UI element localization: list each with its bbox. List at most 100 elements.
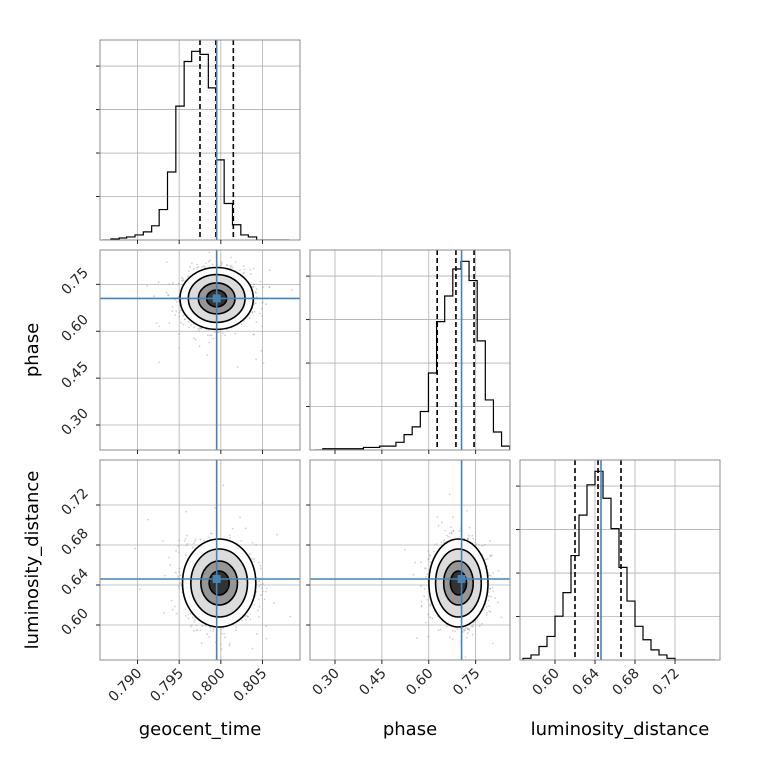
scatter-point [167, 294, 170, 297]
scatter-point [488, 605, 491, 608]
scatter-point [228, 642, 231, 645]
scatter-point [224, 636, 226, 639]
scatter-point [466, 509, 468, 512]
scatter-point [276, 533, 278, 536]
scatter-point [184, 614, 187, 617]
scatter-point [452, 529, 455, 532]
scatter-point [265, 625, 268, 628]
scatter-point [178, 570, 181, 573]
scatter-point [171, 306, 174, 308]
scatter-point [482, 608, 485, 611]
scatter-point [249, 618, 252, 621]
scatter-point [178, 347, 181, 350]
scatter-point [171, 608, 174, 611]
scatter-point [234, 629, 237, 632]
scatter-point [454, 630, 456, 632]
scatter-point [177, 545, 180, 548]
scatter-point [175, 310, 178, 313]
scatter-point [178, 315, 181, 318]
scatter-point [234, 261, 237, 263]
scatter-point [450, 532, 453, 535]
scatter-point [199, 629, 202, 632]
scatter-point [221, 263, 223, 265]
scatter-point [258, 561, 260, 564]
scatter-point [261, 502, 264, 504]
scatter-point [230, 264, 233, 267]
scatter-point [249, 269, 252, 271]
scatter-point [254, 291, 257, 293]
scatter-point [489, 574, 492, 577]
scatter-point [225, 686, 227, 688]
scatter-point [243, 271, 246, 274]
scatter-point [168, 556, 170, 559]
scatter-point [187, 617, 190, 620]
scatter-point [428, 558, 430, 560]
scatter-point [494, 597, 496, 599]
scatter-point [487, 571, 490, 574]
truth-marker [212, 294, 221, 303]
y-tick-label: 0.72 [58, 485, 91, 518]
axis-titles: geocent_time phase luminosity_distance p… [22, 323, 709, 740]
scatter-content [310, 460, 510, 672]
scatter-point [464, 627, 467, 630]
scatter-point [174, 314, 177, 316]
scatter-point [429, 555, 431, 557]
scatter-point [228, 644, 231, 647]
scatter-point [478, 625, 481, 628]
histogram-step [522, 470, 715, 660]
scatter-point [193, 619, 196, 621]
scatter-point [481, 545, 484, 547]
scatter-point [175, 300, 178, 303]
scatter-point [177, 575, 180, 578]
panel-frame [99, 459, 301, 661]
scatter-point [245, 619, 247, 621]
scatter-point [192, 268, 195, 270]
scatter-point [268, 269, 271, 272]
scatter-point [489, 587, 491, 590]
scatter-point [197, 328, 200, 330]
scatter-point [187, 320, 190, 323]
scatter-point [210, 334, 213, 337]
scatter-point [165, 292, 168, 294]
scatter-point [187, 613, 190, 616]
scatter-point [199, 538, 202, 541]
scatter-point [431, 617, 434, 620]
scatter-point [186, 534, 188, 537]
scatter-point [265, 637, 268, 640]
y-axis-title-phase: phase [22, 323, 43, 377]
scatter-point [204, 266, 206, 269]
x-tick-label: 0.64 [569, 665, 602, 698]
scatter-point [446, 534, 448, 537]
scatter-point [244, 615, 247, 617]
scatter-point [185, 510, 188, 513]
scatter-point [228, 534, 231, 537]
scatter-point [429, 616, 432, 619]
scatter-point [427, 550, 429, 552]
scatter-point [261, 593, 263, 596]
scatter-point [444, 529, 446, 532]
x-tick-label: 0.72 [649, 666, 682, 699]
scatter-point [500, 616, 503, 619]
histogram-panel-luminosity-distance [516, 459, 721, 661]
scatter-point [242, 272, 245, 275]
scatter-point [236, 366, 239, 368]
scatter-point [161, 540, 164, 542]
scatter-point [488, 574, 490, 576]
scatter-point [249, 273, 252, 275]
scatter-point [175, 550, 178, 552]
scatter-point [437, 524, 440, 527]
scatter-point [434, 543, 436, 546]
panel-frame [309, 459, 511, 661]
scatter-point [426, 573, 429, 576]
scatter-point [490, 670, 492, 672]
scatter-point [262, 286, 265, 288]
scatter-point [180, 321, 182, 324]
scatter-point [256, 633, 258, 635]
scatter-point [168, 283, 171, 286]
scatter-point [191, 262, 193, 265]
scatter-point [490, 555, 492, 558]
scatter-point [427, 613, 430, 616]
scatter-point [471, 534, 474, 537]
scatter-point [255, 296, 258, 298]
